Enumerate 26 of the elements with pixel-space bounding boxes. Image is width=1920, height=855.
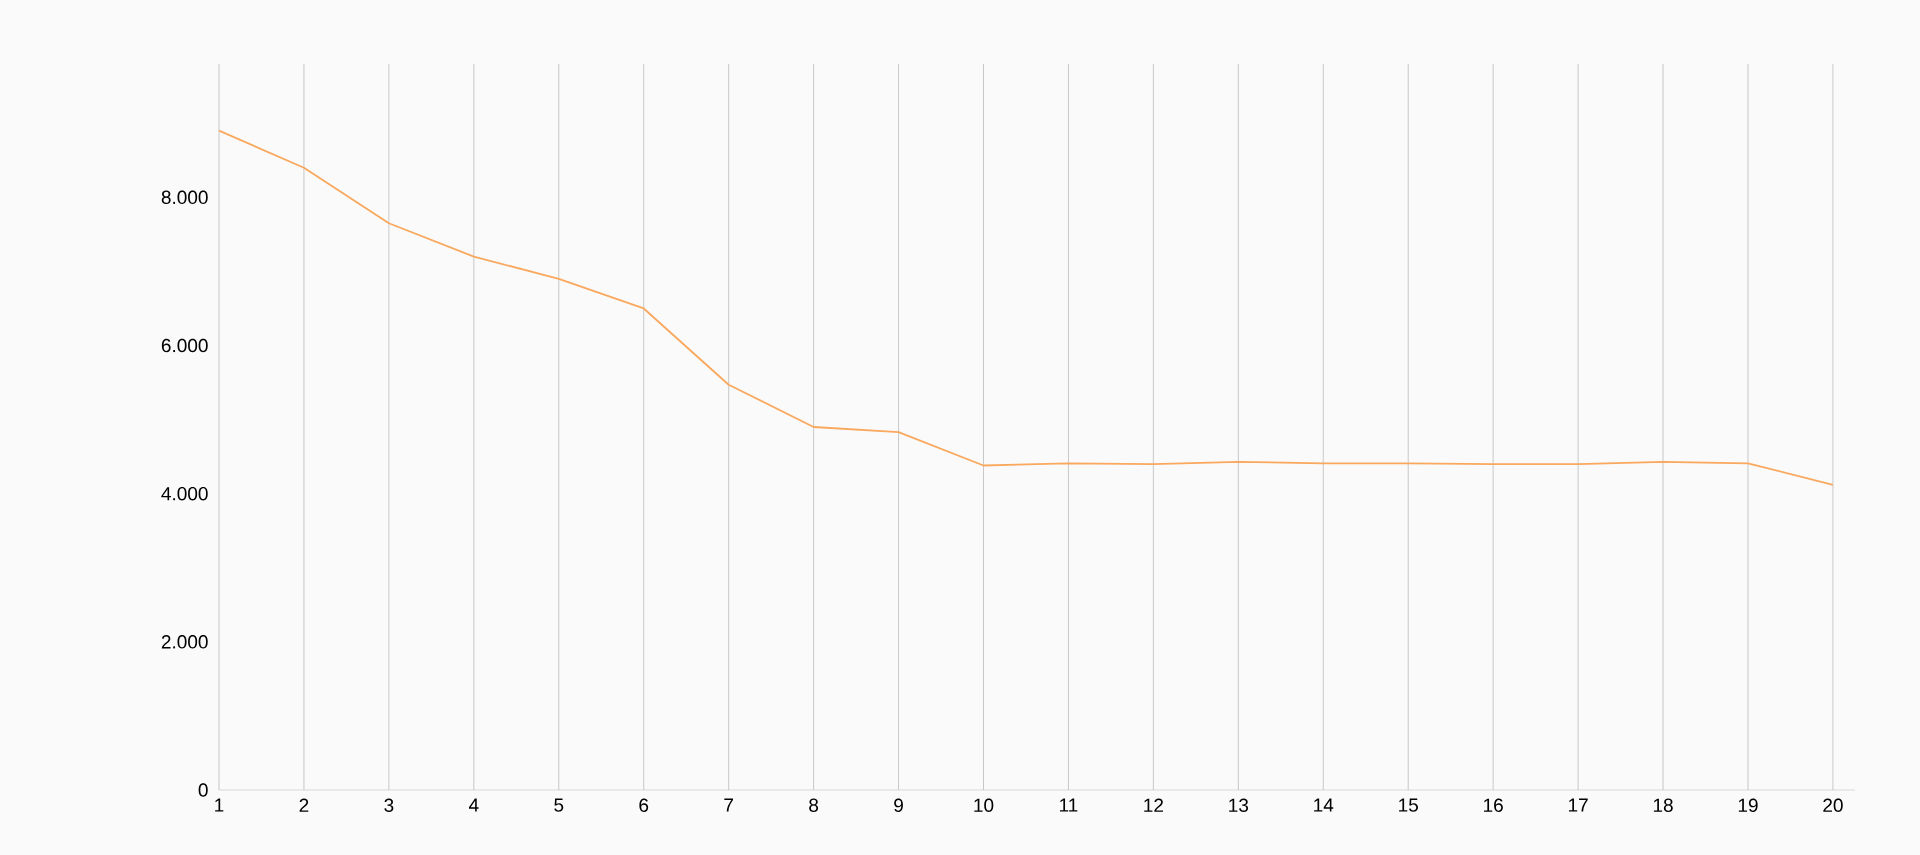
x-tick-label: 17 bbox=[1568, 798, 1588, 812]
y-tick-label: 0 bbox=[198, 783, 208, 797]
x-tick-label: 1 bbox=[215, 798, 224, 812]
x-tick-label: 18 bbox=[1653, 798, 1673, 812]
x-tick-label: 3 bbox=[384, 798, 394, 812]
y-tick-label: 4.000 bbox=[161, 486, 208, 501]
x-tick-label: 5 bbox=[554, 798, 564, 812]
x-tick-label: 19 bbox=[1738, 798, 1758, 812]
line-series bbox=[218, 129, 1834, 486]
y-tick-label: 8.000 bbox=[161, 190, 208, 205]
x-tick-label: 6 bbox=[639, 798, 649, 812]
x-tick-label: 20 bbox=[1823, 798, 1843, 812]
x-tick-label: 4 bbox=[468, 798, 479, 812]
x-tick-label: 9 bbox=[894, 798, 903, 812]
x-tick-label: 11 bbox=[1060, 798, 1078, 812]
y-tick-label: 6.000 bbox=[161, 338, 208, 353]
x-tick-label: 16 bbox=[1484, 798, 1503, 812]
x-tick-label: 7 bbox=[724, 798, 733, 812]
y-tick-label: 2.000 bbox=[161, 635, 208, 649]
x-tick-label: 13 bbox=[1229, 798, 1249, 812]
x-tick-label: 10 bbox=[974, 798, 994, 812]
x-tick-label: 2 bbox=[299, 798, 309, 812]
x-tick-label: 14 bbox=[1314, 798, 1334, 812]
x-tick-label: 12 bbox=[1144, 798, 1163, 812]
x-tick-label: 8 bbox=[809, 798, 819, 812]
x-tick-label: 15 bbox=[1399, 798, 1418, 812]
